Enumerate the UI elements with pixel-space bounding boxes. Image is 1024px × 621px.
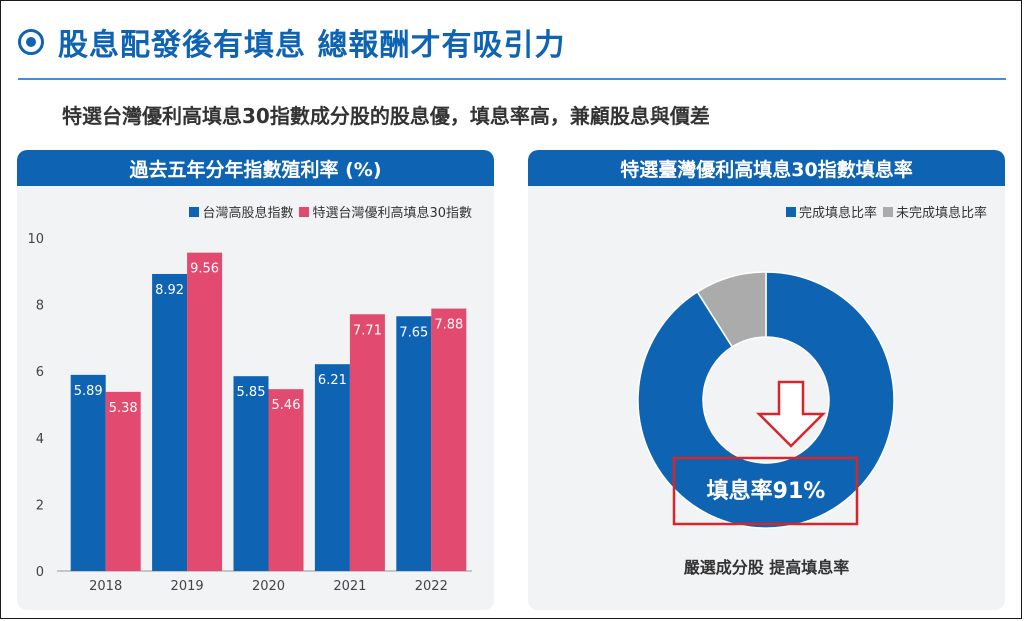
fill-rate-note: 嚴選成分股 提高填息率 (683, 558, 850, 577)
page-header: 股息配發後有填息 總報酬才有吸引力 (18, 18, 565, 66)
bar-blue (152, 273, 188, 571)
y-tick-label: 4 (36, 432, 44, 447)
callout-box (672, 456, 859, 526)
yield-bar-chart: 0 2 4 6 8 10 5.89 5.38 2018 8.92 9.56 2019 5.85 5.46 2… (27, 232, 472, 594)
bar-value-label: 5.89 (74, 384, 103, 399)
bar-value-label: 5.46 (272, 398, 301, 413)
legend-label-complete: 完成填息比率 (798, 206, 877, 221)
fill-rate-legend: 完成填息比率 未完成填息比率 (780, 202, 987, 221)
donut-slice-complete (637, 271, 895, 529)
bar-value-label: 7.65 (399, 325, 428, 340)
y-tick-label: 10 (27, 232, 44, 247)
legend-item-complete: 完成填息比率 (785, 202, 877, 221)
y-tick-label: 8 (36, 299, 44, 314)
bar-pink (268, 389, 304, 571)
yield-chart-panel: 過去五年分年指數殖利率 (%) 台灣高股息指數 特選台灣優利高填息30指數 0 2… (17, 150, 494, 610)
down-arrow-icon (755, 380, 827, 448)
x-tick-label: 2022 (415, 579, 448, 594)
legend-label-series-2: 特選台灣優利高填息30指數 (312, 206, 472, 221)
x-tick-label: 2019 (171, 579, 204, 594)
y-tick-label: 6 (36, 365, 44, 380)
bar-blue (396, 316, 432, 571)
legend-item-series-1: 台灣高股息指數 (189, 202, 293, 221)
bar-pink (187, 252, 223, 571)
fill-rate-donut-chart: 填息率91% (637, 271, 895, 529)
page-title: 股息配發後有填息 總報酬才有吸引力 (58, 28, 566, 63)
bar-value-label: 7.88 (434, 318, 463, 333)
bar-pink (349, 314, 385, 571)
header-divider (18, 78, 1006, 80)
bar-value-label: 6.21 (318, 373, 347, 388)
fill-rate-panel: 特選臺灣優利高填息30指數填息率 完成填息比率 未完成填息比率 填息率91% 嚴… (528, 150, 1005, 610)
legend-swatch-gray (882, 206, 893, 217)
legend-item-series-2: 特選台灣優利高填息30指數 (299, 202, 472, 221)
legend-swatch-blue (785, 206, 796, 217)
legend-label-incomplete: 未完成填息比率 (895, 206, 987, 221)
y-tick-label: 0 (36, 565, 44, 580)
yield-chart-legend: 台灣高股息指數 特選台灣優利高填息30指數 (183, 202, 472, 221)
y-tick-label: 2 (36, 498, 44, 513)
bar-pink (105, 391, 141, 571)
bar-value-label: 9.56 (190, 262, 219, 277)
bar-value-label: 7.71 (353, 323, 382, 338)
bar-blue (233, 376, 269, 571)
yield-chart-title: 過去五年分年指數殖利率 (%) (17, 150, 494, 186)
x-tick-label: 2021 (333, 579, 366, 594)
x-tick-label: 2018 (89, 579, 122, 594)
callout-text: 填息率91% (707, 478, 826, 504)
donut-slice-incomplete (696, 271, 767, 348)
bar-pink (431, 308, 467, 571)
circle-bullet-icon (18, 29, 44, 55)
bar-value-label: 5.85 (237, 385, 266, 400)
page-subtitle: 特選台灣優利高填息30指數成分股的股息優，填息率高，兼顧股息與價差 (62, 104, 710, 128)
bar-blue (70, 374, 106, 571)
bar-value-label: 8.92 (155, 283, 184, 298)
fill-rate-title: 特選臺灣優利高填息30指數填息率 (528, 150, 1005, 186)
donut-hole (704, 338, 828, 462)
legend-item-incomplete: 未完成填息比率 (882, 202, 987, 221)
bar-value-label: 5.38 (109, 401, 138, 416)
bar-blue (314, 364, 350, 571)
legend-swatch-blue (189, 206, 200, 217)
legend-label-series-1: 台灣高股息指數 (202, 206, 294, 221)
x-tick-label: 2020 (252, 579, 285, 594)
legend-swatch-pink (299, 206, 310, 217)
